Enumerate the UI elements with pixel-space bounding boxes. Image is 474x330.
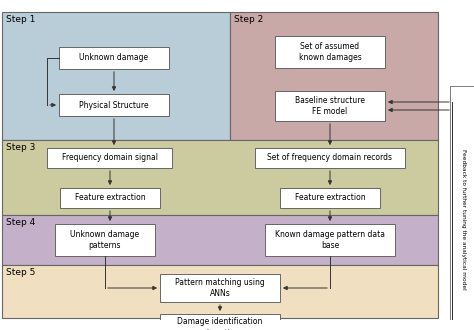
Bar xyxy=(59,94,169,116)
Bar xyxy=(275,36,385,68)
Bar xyxy=(55,224,155,256)
Text: Step 4: Step 4 xyxy=(6,218,35,227)
Bar xyxy=(265,224,395,256)
Bar xyxy=(2,215,438,265)
Bar xyxy=(2,12,230,140)
Text: Feedback to further tuning the analytical model: Feedback to further tuning the analytica… xyxy=(462,149,466,290)
Text: Set of frequency domain records: Set of frequency domain records xyxy=(267,153,392,162)
Bar xyxy=(47,148,173,168)
Text: Step 1: Step 1 xyxy=(6,15,36,24)
Bar xyxy=(160,314,280,330)
Text: Step 3: Step 3 xyxy=(6,143,36,152)
Text: Step 5: Step 5 xyxy=(6,268,36,277)
Bar xyxy=(60,188,160,208)
Bar xyxy=(280,188,380,208)
Text: Frequency domain signal: Frequency domain signal xyxy=(62,153,158,162)
Text: Baseline structure
FE model: Baseline structure FE model xyxy=(295,96,365,116)
Text: Unknown damage
patterns: Unknown damage patterns xyxy=(71,230,139,250)
Bar xyxy=(2,140,438,215)
Bar xyxy=(255,148,405,168)
Text: Unknown damage: Unknown damage xyxy=(80,53,148,62)
Bar xyxy=(230,12,438,140)
Bar xyxy=(59,47,169,69)
Bar xyxy=(2,265,438,318)
Bar xyxy=(160,274,280,302)
Bar xyxy=(450,86,474,330)
Text: Known damage pattern data
base: Known damage pattern data base xyxy=(275,230,385,250)
Bar xyxy=(275,91,385,121)
Text: Feature extraction: Feature extraction xyxy=(75,193,146,203)
Text: Step 2: Step 2 xyxy=(234,15,263,24)
Text: Physical Structure: Physical Structure xyxy=(79,101,149,110)
Text: Feature extraction: Feature extraction xyxy=(295,193,365,203)
Text: Damage identification
• Location
• Severity: Damage identification • Location • Sever… xyxy=(177,317,263,330)
Text: Pattern matching using
ANNs: Pattern matching using ANNs xyxy=(175,278,265,298)
Text: Set of assumed
known damages: Set of assumed known damages xyxy=(299,42,361,62)
